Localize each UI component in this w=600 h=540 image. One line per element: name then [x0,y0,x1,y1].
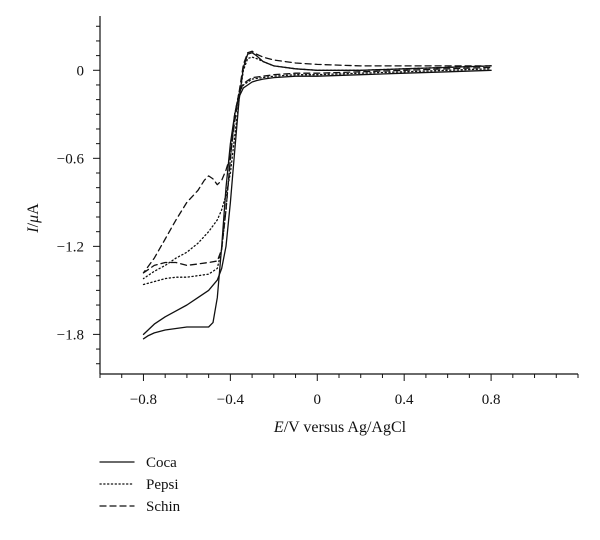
series-schin [142,50,492,274]
y-axis-label-separator: / [25,222,42,227]
y-axis-label-mu: μ [25,215,42,224]
series-pepsi-forward-scan [142,68,492,286]
y-axis-label: I/μA [25,203,42,234]
x-axis-label: E/V versus Ag/AgCl [273,419,407,436]
x-axis-label-variable: E [273,419,284,436]
legend-label: Coca [146,455,177,471]
y-tick-label: −0.6 [57,151,85,167]
series-pepsi [142,56,492,286]
legend-label: Schin [146,499,181,515]
x-tick-label: 0.4 [395,392,414,408]
tick-labels: −0.8 −0.4 0 0.4 0.8 0 −0.6 −1.2 −1.8 [57,63,501,408]
plot-area: −0.8 −0.4 0 0.4 0.8 0 −0.6 −1.2 −1.8 [57,16,579,408]
legend: Coca Pepsi Schin [99,455,181,515]
series-schin-reverse-scan [142,50,492,274]
y-tick-label: 0 [77,63,85,79]
legend-item-coca: Coca [99,455,177,471]
series-coca-reverse-scan [142,52,492,336]
legend-item-schin: Schin [99,499,181,515]
y-axis-label-unit: A [25,203,42,215]
x-tick-label: −0.8 [130,392,157,408]
series-pepsi-reverse-scan [142,56,492,280]
tick-marks [93,25,579,381]
y-axis-label-variable: I [25,227,42,234]
y-tick-label: −1.8 [57,327,84,343]
legend-label: Pepsi [146,477,179,493]
series-schin-forward-scan [142,66,492,274]
data-series [142,50,492,340]
legend-item-pepsi: Pepsi [99,477,179,493]
x-tick-label: 0 [314,392,322,408]
series-coca [142,52,492,340]
x-tick-label: −0.4 [217,392,245,408]
y-tick-label: −1.2 [57,239,84,255]
x-axis-label-text: /V versus Ag/AgCl [284,419,407,436]
x-tick-label: 0.8 [482,392,501,408]
